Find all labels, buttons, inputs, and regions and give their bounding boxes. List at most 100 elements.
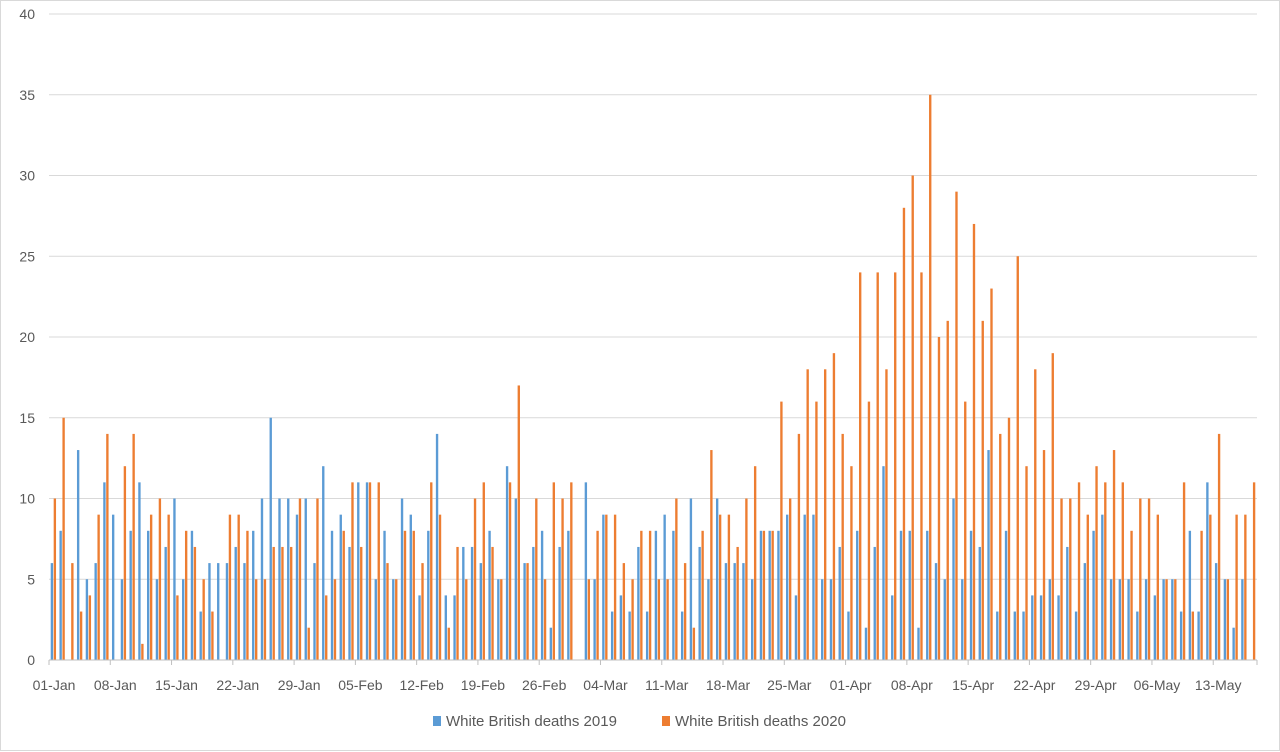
bar-2020 <box>885 369 888 660</box>
bar-2020 <box>62 417 65 660</box>
bar-2020 <box>999 433 1002 660</box>
bar-2019 <box>164 546 167 660</box>
bar-2020 <box>543 579 547 660</box>
x-axis-tick-labels: 01-Jan 08-Jan 15-Jan 22-Jan 29-Jan 05-Feb 12-F… <box>33 677 1242 693</box>
bar-2020 <box>622 563 626 660</box>
x-tick-label: 11-Mar <box>645 677 689 693</box>
bar-2019 <box>1022 611 1025 660</box>
bar-2020 <box>246 530 249 660</box>
bar-2020 <box>123 466 127 660</box>
bar-2020 <box>333 579 337 660</box>
x-tick-label: 26-Feb <box>522 677 567 693</box>
bar-2020 <box>902 207 906 661</box>
bar-2020 <box>981 320 984 660</box>
bar-2020 <box>867 401 871 660</box>
bar-2020 <box>351 482 354 660</box>
bar-2020 <box>1121 482 1124 660</box>
bar-2020 <box>290 546 293 660</box>
bar-2020 <box>184 530 188 660</box>
y-tick-label: 25 <box>19 248 35 264</box>
bar-2020 <box>736 546 739 660</box>
bar-2019 <box>488 530 491 660</box>
bar-2019 <box>645 611 649 660</box>
bar-2020 <box>106 433 109 660</box>
x-tick-label: 08-Jan <box>94 677 137 693</box>
bar-2020 <box>780 401 783 660</box>
bar-2020 <box>675 498 678 660</box>
bar-2019 <box>453 595 456 660</box>
x-tick-label: 15-Apr <box>952 677 994 693</box>
bar-2019 <box>278 498 281 660</box>
bar-2019 <box>103 482 106 660</box>
bar-2019 <box>847 611 850 660</box>
bar-2019 <box>1162 579 1165 660</box>
bar-2020 <box>1051 353 1054 660</box>
bar-2019 <box>619 595 623 660</box>
bar-2019 <box>715 498 719 660</box>
bar-2019 <box>1223 579 1227 660</box>
x-tick-label: 01-Apr <box>830 677 872 693</box>
bar-2019 <box>1214 563 1218 660</box>
bar-2020 <box>946 320 949 660</box>
bar-2020 <box>1016 256 1019 660</box>
bar-2020 <box>841 433 844 660</box>
bar-2020 <box>683 563 687 660</box>
bar-2020 <box>1086 514 1089 660</box>
bar-2020 <box>228 514 232 660</box>
bar-2019 <box>663 514 666 660</box>
bar-2020 <box>508 482 512 660</box>
bar-2019 <box>1153 595 1157 660</box>
bar-2019 <box>934 563 938 660</box>
x-tick-label: 29-Jan <box>278 677 321 693</box>
bar-2019 <box>838 546 841 660</box>
bar-2019 <box>1118 579 1122 660</box>
bar-2019 <box>85 579 89 660</box>
bar-2019 <box>532 546 535 660</box>
legend-label: White British deaths 2019 <box>446 713 617 730</box>
bar-2019 <box>269 417 272 660</box>
bar-2020 <box>53 498 57 660</box>
bar-2019 <box>59 530 62 660</box>
bar-2020 <box>1156 514 1159 660</box>
y-tick-label: 20 <box>19 329 35 345</box>
bar-2020 <box>1139 498 1142 660</box>
bar-2019 <box>689 498 693 660</box>
bar-2020 <box>1069 498 1072 660</box>
bar-2019 <box>1004 530 1008 660</box>
bar-2019 <box>400 498 404 660</box>
bar-2020 <box>1165 579 1168 660</box>
bar-2020 <box>640 530 643 660</box>
x-tick-label: 06-May <box>1134 677 1181 693</box>
x-tick-label: 18-Mar <box>706 677 751 693</box>
bar-2019 <box>856 530 859 660</box>
bar-2020 <box>561 498 564 660</box>
bar-2019 <box>680 611 684 660</box>
bar-2019 <box>322 466 325 660</box>
bar-2020 <box>377 482 380 660</box>
bar-2020 <box>500 579 503 660</box>
bar-2020 <box>990 288 993 660</box>
bar-2019 <box>593 579 596 660</box>
bar-2020 <box>272 546 275 660</box>
bar-2020 <box>1209 514 1212 660</box>
bar-2020 <box>438 514 442 660</box>
bar-2019 <box>1241 579 1244 660</box>
bar-2019 <box>120 579 124 660</box>
bar-2019 <box>1127 579 1130 660</box>
bar-2020 <box>1042 450 1046 660</box>
bar-2019 <box>829 579 833 660</box>
bar-2019 <box>751 579 754 660</box>
bar-2020 <box>535 498 538 660</box>
bar-2019 <box>943 579 946 660</box>
y-tick-label: 40 <box>19 6 35 22</box>
bar-2020 <box>1130 530 1133 660</box>
bar-2020 <box>727 514 731 660</box>
x-tick-label: 25-Mar <box>767 677 812 693</box>
bar-2019 <box>470 546 474 660</box>
bar-2019 <box>505 466 509 660</box>
bar-2020 <box>1060 498 1063 660</box>
bar-2020 <box>1244 514 1247 660</box>
bar-2020 <box>456 546 459 660</box>
bar-2020 <box>88 595 92 660</box>
bar-2019 <box>637 546 640 660</box>
